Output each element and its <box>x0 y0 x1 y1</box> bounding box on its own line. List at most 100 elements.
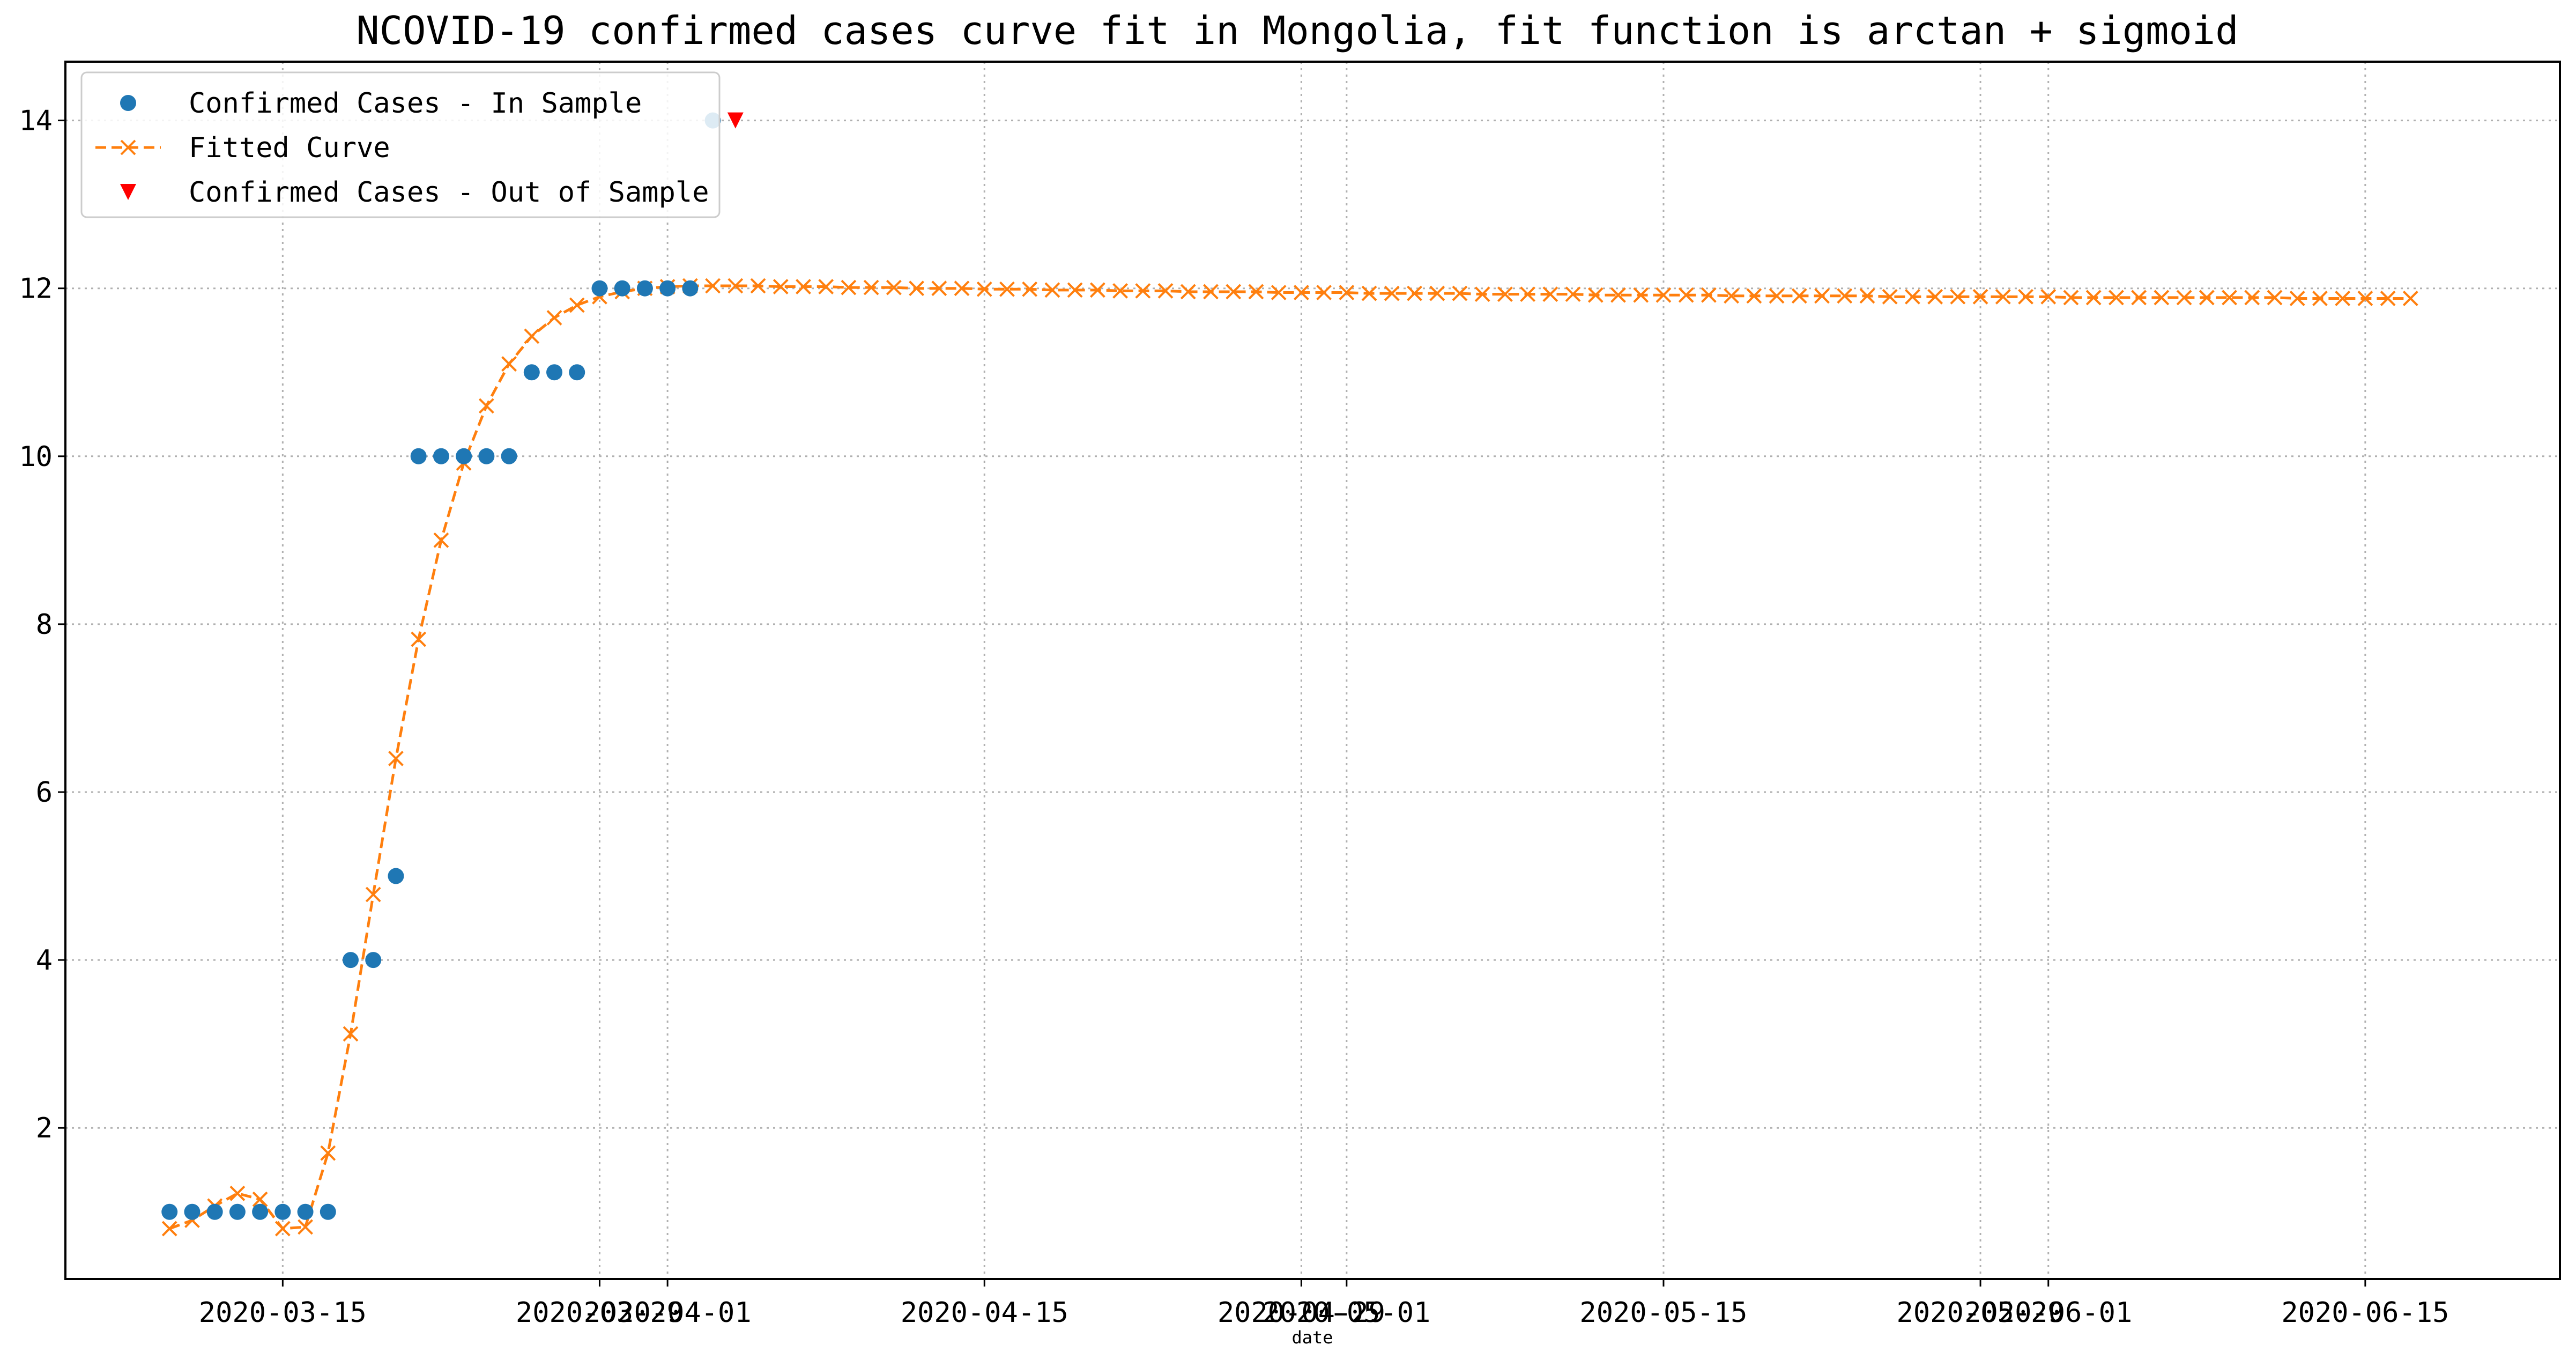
fitted-curve-marker <box>2244 290 2260 306</box>
fitted-curve-marker <box>863 279 879 295</box>
fitted-curve-marker <box>524 328 540 344</box>
fitted-curve-marker <box>388 750 404 766</box>
fitted-curve-marker <box>2222 290 2237 306</box>
in-sample-point <box>636 280 653 297</box>
fitted-curve-marker <box>1656 287 1672 303</box>
y-tick-label: 8 <box>36 609 53 641</box>
legend: Confirmed Cases - In Sample Fitted Curve C… <box>80 71 721 218</box>
in-sample-point <box>410 448 427 464</box>
fitted-curve-marker <box>1022 281 1038 297</box>
plot-frame <box>64 61 2561 1280</box>
fitted-curve-marker <box>1452 285 1468 301</box>
fitted-curve-marker <box>1633 287 1649 303</box>
fitted-curve-marker <box>2267 290 2283 306</box>
fitted-curve-marker <box>886 279 902 295</box>
fitted-curve-marker <box>1701 287 1717 303</box>
fitted-curve-marker <box>569 297 585 313</box>
fitted-curve-marker <box>1293 285 1309 300</box>
x-tick-label: 2020-06-15 <box>2281 1297 2449 1329</box>
y-tick-label: 10 <box>19 441 53 473</box>
fitted-curve-marker <box>1429 285 1445 301</box>
x-tick-label: 2020-03-29 <box>516 1297 684 1329</box>
fitted-curve-marker <box>320 1145 336 1161</box>
in-sample-point <box>184 1203 201 1220</box>
in-sample-point <box>614 280 630 297</box>
fitted-curve-marker <box>1950 289 1966 305</box>
fitted-curve-marker <box>1769 288 1785 304</box>
fitted-curve-marker <box>229 1185 246 1201</box>
fitted-curve-marker <box>501 356 517 372</box>
fitted-curve-marker <box>1859 288 1875 304</box>
x-tick-label: 2020-03-15 <box>199 1297 367 1329</box>
fitted-curve-marker <box>2289 291 2305 306</box>
fitted-curve-marker <box>433 532 449 548</box>
in-sample-point <box>456 448 472 464</box>
y-tick-label: 12 <box>19 273 53 305</box>
legend-entry: Confirmed Cases - Out of Sample <box>120 176 709 209</box>
legend-box <box>80 71 721 218</box>
fitted-curve-marker <box>1791 288 1807 304</box>
fitted-curve-marker <box>2380 291 2396 306</box>
fitted-curve-marker <box>1044 282 1060 298</box>
fitted-curve-marker <box>1497 286 1513 302</box>
fitted-curve-marker <box>1361 285 1377 301</box>
fitted-curve-marker <box>1180 284 1196 300</box>
fitted-curve-marker <box>343 1026 359 1042</box>
in-sample-point <box>546 364 563 381</box>
fitted-curve <box>161 278 2418 1237</box>
fitted-curve-marker <box>1271 285 1287 300</box>
x-tick-label: 2020-05-01 <box>1263 1297 1430 1329</box>
in-sample-point <box>343 952 359 969</box>
fitted-curve-marker <box>727 278 744 294</box>
in-sample-point <box>659 280 676 297</box>
fitted-curve-marker <box>2176 290 2192 306</box>
fitted-curve-marker <box>274 1221 291 1237</box>
fitted-curve-marker <box>1089 282 1105 298</box>
fitted-curve-marker <box>1837 288 1853 304</box>
fitted-curve-marker <box>841 279 857 295</box>
fitted-curve-marker <box>1248 284 1264 300</box>
legend-triangle-swatch <box>120 184 136 200</box>
in-sample-point <box>297 1203 314 1220</box>
x-tick-label: 2020-05-15 <box>1579 1297 1747 1329</box>
fitted-curve-marker <box>1474 286 1490 302</box>
fitted-curve-marker <box>2154 290 2170 306</box>
fitted-curve-marker <box>1746 288 1762 304</box>
fitted-curve-marker <box>2131 290 2147 306</box>
fitted-curve-marker <box>2018 289 2033 305</box>
in-sample-point <box>161 1203 178 1220</box>
fitted-curve-marker <box>1972 289 1988 305</box>
fitted-curve-marker <box>1814 288 1830 304</box>
legend-entry: Confirmed Cases - In Sample <box>120 87 642 120</box>
in-sample-point <box>569 364 585 381</box>
y-tick-label: 14 <box>19 105 53 137</box>
y-tick-label: 2 <box>36 1112 53 1144</box>
grid <box>65 62 2560 1279</box>
fitted-curve-marker <box>120 139 136 156</box>
fitted-curve-marker <box>1316 285 1332 300</box>
fitted-curve-marker <box>1678 287 1694 303</box>
x-tick-label: 2020-04-15 <box>901 1297 1068 1329</box>
chart-title: NCOVID-19 confirmed cases curve fit in M… <box>356 8 2238 53</box>
in-sample-point <box>682 280 699 297</box>
in-sample-point <box>501 448 517 464</box>
in-sample-point <box>523 364 540 381</box>
fitted-curve-marker <box>2085 290 2102 306</box>
fitted-curve-marker <box>1157 283 1174 299</box>
fitted-curve-marker <box>909 280 925 297</box>
legend-circle-swatch <box>120 95 136 111</box>
legend-label: Confirmed Cases - In Sample <box>189 87 642 120</box>
fitted-curve-marker <box>2040 289 2057 305</box>
fitted-curve-marker <box>478 398 494 414</box>
fitted-curve-marker <box>1203 284 1219 300</box>
fitted-curve-marker <box>976 281 992 297</box>
in-sample-point <box>433 448 449 464</box>
fitted-curve-marker <box>2199 290 2215 306</box>
y-tick-label: 6 <box>36 777 53 809</box>
in-sample-point <box>320 1203 336 1220</box>
fitted-curve-marker <box>1520 286 1536 302</box>
fitted-curve-marker <box>411 631 427 647</box>
